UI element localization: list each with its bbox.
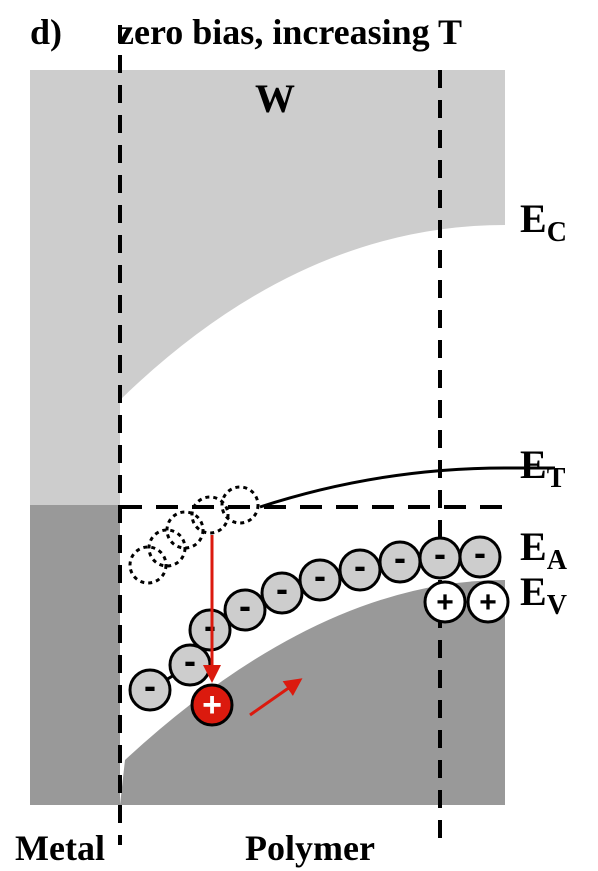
svg-text:-: - [144,665,156,706]
svg-text:-: - [354,545,366,586]
svg-text:-: - [434,533,446,574]
panel-title: zero bias, increasing T [118,12,462,52]
band-diagram: ---------- ++ + W EC ET EA EV Metal Poly… [0,0,598,871]
depletion-width-label: W [255,76,295,121]
svg-text:+: + [202,686,222,724]
svg-text:-: - [239,585,251,626]
svg-text:-: - [204,605,216,646]
svg-text:+: + [479,586,497,619]
svg-text:-: - [314,555,326,596]
emitted-hole: + [192,685,232,725]
svg-text:-: - [474,532,486,573]
trap-level-curve [260,468,505,507]
metal-light-region [30,70,120,505]
svg-text:+: + [436,586,454,619]
metal-region-label: Metal [15,828,105,868]
metal-dark-region [30,505,120,805]
trap-level-label: ET [520,442,566,494]
conduction-band-region [120,70,505,400]
conduction-band-label: EC [520,196,567,248]
empty-acceptor-states [130,487,258,583]
svg-text:-: - [276,568,288,609]
svg-text:-: - [394,537,406,578]
polymer-region-label: Polymer [245,828,375,868]
valence-band-label: EV [520,569,567,621]
svg-text:-: - [184,640,196,681]
panel-letter: d) [30,12,62,52]
